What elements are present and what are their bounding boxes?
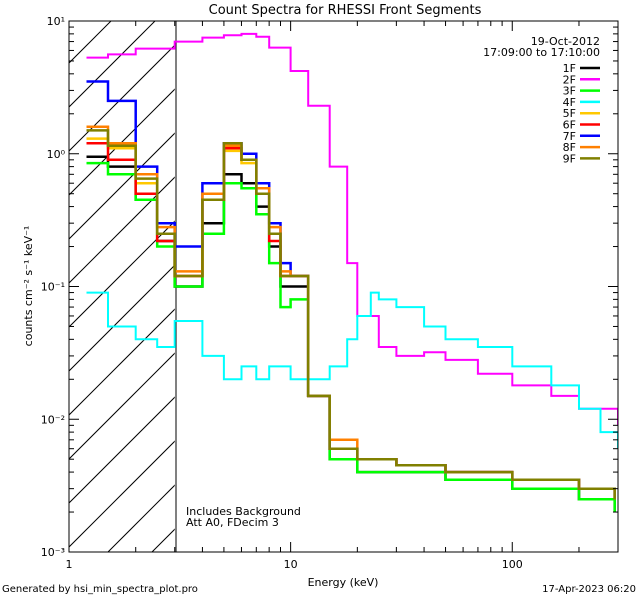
legend-label-3f: 3F [563, 85, 576, 98]
series-line-2f [86, 32, 618, 426]
legend-label-5f: 5F [563, 107, 576, 120]
plot-frame [68, 20, 619, 553]
time-range-label: 17:09:00 to 17:10:00 [483, 46, 600, 59]
hatch-line [69, 440, 175, 548]
legend-label-4f: 4F [563, 96, 576, 109]
legend-label-8f: 8F [563, 141, 576, 154]
series-line-4f [86, 291, 618, 449]
chart-title: Count Spectra for RHESSI Front Segments [209, 3, 482, 18]
hatch-line [69, 264, 175, 372]
legend-label-6f: 6F [563, 119, 576, 132]
x-tick-label: 100 [502, 558, 523, 571]
y-tick-label: 10¹ [47, 15, 65, 28]
y-tick-label: 10⁻² [41, 413, 65, 426]
annotation-background: Includes Background [186, 505, 301, 518]
hatch-line [69, 88, 175, 196]
series-line-3f [86, 161, 616, 512]
legend-label-7f: 7F [563, 130, 576, 143]
date-label: 19-Oct-2012 [531, 35, 600, 48]
hatch-line [0, 21, 23, 552]
series-line-9f [86, 129, 616, 500]
y-tick-label: 10⁻³ [41, 546, 65, 559]
y-axis-label: counts cm⁻² s⁻¹ keV⁻¹ [22, 226, 35, 347]
series-line-7f [86, 80, 616, 500]
footer-generated-by: Generated by hsi_min_spectra_plot.pro [2, 584, 198, 595]
annotation-attenuator: Att A0, FDecim 3 [186, 516, 279, 529]
x-tick-label: 1 [66, 558, 73, 571]
legend-label-1f: 1F [563, 62, 576, 75]
hatch-line [69, 44, 175, 152]
x-axis-label: Energy (keV) [308, 576, 379, 589]
hatch-line [69, 220, 175, 328]
series-group [86, 32, 618, 512]
footer-timestamp: 17-Apr-2023 06:20 [542, 584, 636, 595]
axis-tick-labels: 1 10 100 10⁻³ 10⁻² 10⁻¹ 10⁰ 10¹ [41, 15, 523, 571]
x-tick-label: 10 [284, 558, 298, 571]
y-tick-label: 10⁻¹ [41, 281, 65, 294]
legend-label-9f: 9F [563, 152, 576, 165]
axis-ticks [68, 20, 619, 553]
legend-label-2f: 2F [563, 73, 576, 86]
hatch-line [69, 396, 175, 504]
background-hatch-region [0, 21, 640, 552]
y-tick-label: 10⁰ [47, 148, 66, 161]
hatch-line [636, 21, 640, 552]
series-line-8f [86, 125, 616, 500]
series-line-6f [86, 141, 616, 500]
